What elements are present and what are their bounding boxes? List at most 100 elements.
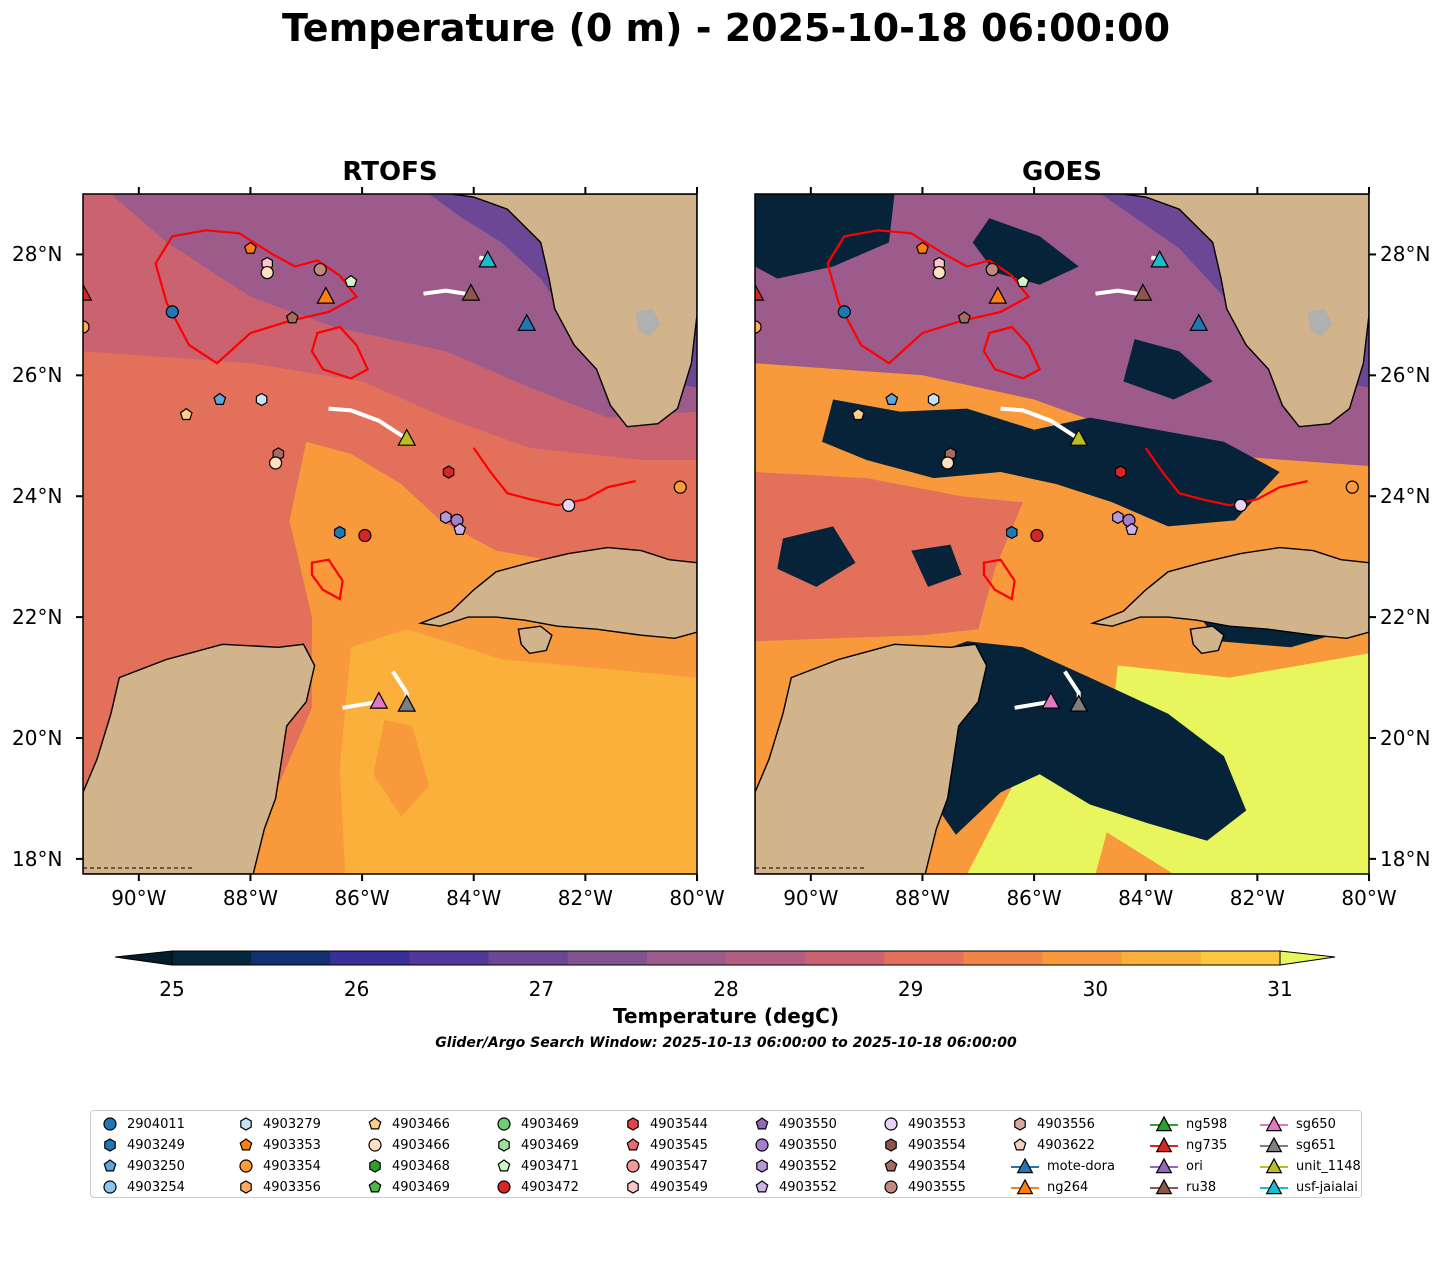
legend-item: sg650 <box>1260 1114 1336 1134</box>
legend-item: 4903469 <box>366 1177 450 1197</box>
legend-item: 2904011 <box>101 1114 185 1134</box>
legend-label: 2904011 <box>127 1116 185 1132</box>
legend-label: 4903466 <box>392 1137 450 1153</box>
panel-title-goes: GOES <box>1022 157 1102 187</box>
argo-float-marker-2 <box>244 241 257 254</box>
lat-tick-label-right: 18°N <box>1380 846 1431 871</box>
legend-item: 4903552 <box>753 1177 837 1197</box>
argo-float-marker-12 <box>268 456 283 470</box>
argo-float-marker-12 <box>940 456 955 470</box>
argo-float-marker-19 <box>1234 498 1248 512</box>
glider-track-0 <box>328 406 408 441</box>
glider-track-3 <box>1095 288 1138 296</box>
legend-marker <box>755 1117 769 1130</box>
glider-marker-1 <box>316 286 336 304</box>
glider-marker-3 <box>478 250 498 268</box>
legend-item: 4903353 <box>237 1135 321 1155</box>
legend-item: unit_1148 <box>1260 1156 1361 1176</box>
legend-marker <box>240 1180 252 1194</box>
argo-float-marker-9 <box>213 392 227 405</box>
colorbar-tick-label: 25 <box>159 977 185 1001</box>
lon-tick-label: 84°W <box>1118 886 1174 910</box>
glider-marker-4 <box>1189 313 1209 331</box>
lon-tick-label: 88°W <box>222 886 279 910</box>
legend-label: 4903554 <box>908 1158 966 1174</box>
argo-float-marker-4 <box>260 265 274 280</box>
colorbar-swatch-12 <box>1121 951 1202 965</box>
legend-marker <box>756 1159 768 1173</box>
argo-float-marker-8 <box>851 407 865 421</box>
legend-marker <box>239 1138 253 1151</box>
legend-item: 4903466 <box>366 1114 450 1134</box>
colorbar-swatch-0 <box>172 951 252 965</box>
cloud-mask-6 <box>1123 339 1213 400</box>
argo-float-marker-6 <box>313 262 327 277</box>
legend-item: 4903354 <box>237 1156 321 1176</box>
glider-marker-6 <box>369 691 389 709</box>
colorbar-swatch-11 <box>1042 951 1123 965</box>
colorbar-swatch-2 <box>330 951 410 965</box>
lat-tick-label-right: 20°N <box>1380 726 1431 750</box>
legend-marker <box>1260 1157 1288 1174</box>
legend-marker <box>239 1159 253 1173</box>
legend-marker <box>368 1138 382 1152</box>
legend-item: ori <box>1150 1156 1203 1176</box>
legend-marker <box>884 1180 898 1194</box>
legend-item: 4903469 <box>495 1135 579 1155</box>
argo-float-marker-2 <box>916 241 929 254</box>
lat-tick-label-right: 22°N <box>1380 605 1431 630</box>
colorbar-under-arrow <box>115 950 173 966</box>
legend-item: 4903544 <box>624 1114 708 1134</box>
colorbar-swatch-8 <box>805 951 885 965</box>
glider-marker-0 <box>755 283 765 301</box>
glider-marker-4 <box>517 313 537 331</box>
isla-juventud-land <box>517 625 553 655</box>
legend-label: unit_1148 <box>1296 1158 1361 1174</box>
argo-float-marker-13 <box>442 465 455 479</box>
legend-marker <box>885 1138 897 1152</box>
front-contour-2 <box>982 558 1016 601</box>
legend-marker <box>1013 1138 1027 1151</box>
legend-item: 4903554 <box>882 1156 966 1176</box>
legend-marker <box>1260 1136 1288 1153</box>
front-contour-1 <box>310 325 370 380</box>
legend-label: ru38 <box>1186 1179 1217 1195</box>
legend-marker <box>626 1138 640 1151</box>
legend-label: 4903553 <box>908 1116 966 1132</box>
legend-item: 4903556 <box>1011 1114 1095 1134</box>
legend-label: ori <box>1186 1158 1203 1174</box>
legend-item: 4903466 <box>366 1135 450 1155</box>
legend-label: 4903550 <box>779 1137 837 1153</box>
cloud-mask-1 <box>894 641 1247 841</box>
legend-label: ng735 <box>1186 1137 1228 1153</box>
sst-band-29 <box>755 472 1023 642</box>
legend-marker <box>1150 1157 1178 1174</box>
argo-float-marker-20 <box>1345 480 1359 494</box>
glider-marker-1 <box>988 286 1008 304</box>
argo-float-marker-7 <box>1016 274 1030 288</box>
legend-label: ng598 <box>1186 1116 1228 1132</box>
legend-marker <box>497 1159 511 1172</box>
colorbar-swatch-4 <box>488 951 569 965</box>
lat-tick-label-right: 28°N <box>1380 242 1431 267</box>
map-content <box>83 194 697 874</box>
search-window-text: Glider/Argo Search Window: 2025-10-13 06… <box>435 1035 1017 1051</box>
legend-label: 4903469 <box>392 1179 450 1195</box>
legend-marker <box>1150 1115 1178 1132</box>
argo-float-marker-1 <box>755 320 762 334</box>
legend-marker <box>497 1117 511 1131</box>
legend-label: sg650 <box>1296 1116 1336 1132</box>
lon-tick-label: 90°W <box>783 886 839 910</box>
legend-label: 4903549 <box>650 1179 708 1195</box>
legend-marker <box>368 1117 382 1130</box>
legend-label: 4903544 <box>650 1116 708 1132</box>
yucatan-land <box>755 643 988 874</box>
legend-label: 4903556 <box>1037 1116 1095 1132</box>
legend-marker <box>1011 1157 1039 1174</box>
legend-item: ng735 <box>1150 1135 1227 1155</box>
legend-marker <box>103 1180 117 1194</box>
front-contour-open <box>1144 447 1308 507</box>
cuba-land <box>1090 546 1369 640</box>
legend-marker <box>884 1159 898 1172</box>
yucatan-land <box>83 643 316 874</box>
